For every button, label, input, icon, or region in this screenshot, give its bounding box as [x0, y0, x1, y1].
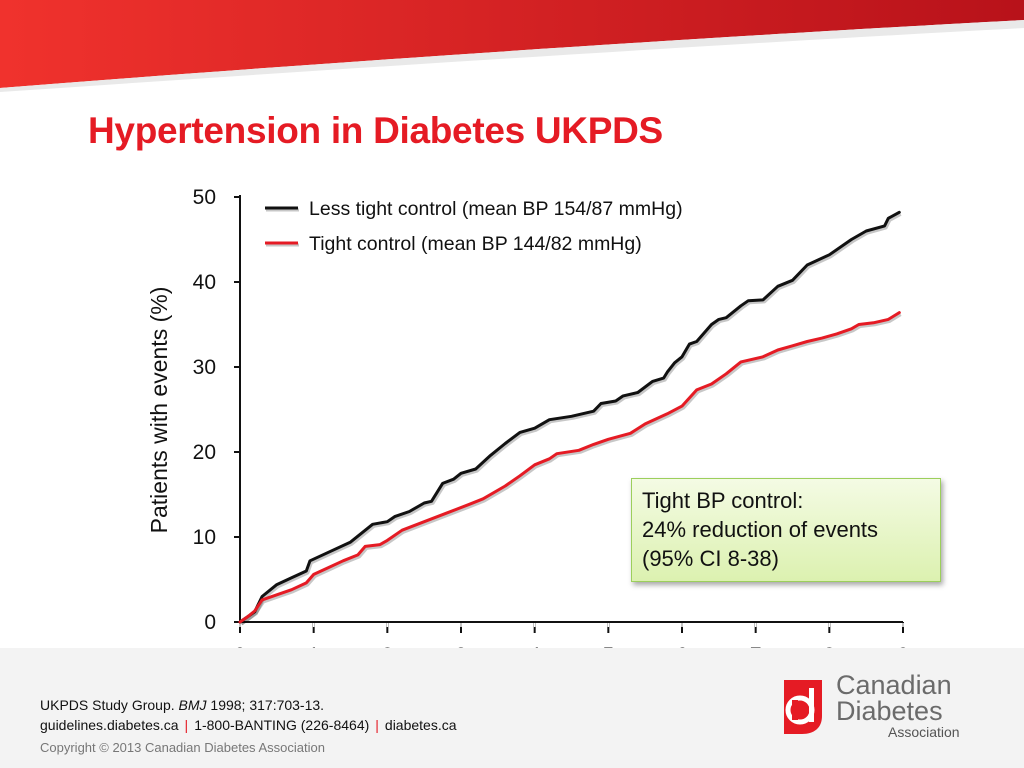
- contact-line: guidelines.diabetes.ca | 1-800-BANTING (22…: [40, 717, 457, 733]
- y-tick-label: 30: [193, 356, 216, 379]
- footer-band: [0, 648, 1024, 768]
- chart-series: [238, 210, 902, 626]
- guidelines-link[interactable]: guidelines.diabetes.ca: [40, 717, 179, 733]
- separator: |: [184, 717, 189, 733]
- citation: UKPDS Study Group. BMJ 1998; 317:703-13.: [40, 697, 324, 713]
- cda-logo-mark-icon: [784, 680, 822, 734]
- series-line-1: [238, 210, 901, 624]
- logo-line-2: Diabetes: [836, 696, 943, 726]
- phone-number: 1-800-BANTING (226-8464): [194, 717, 370, 733]
- y-tick-label: 0: [204, 611, 216, 634]
- line-chart: 010203040500123456789Years from randomiz…: [146, 186, 909, 693]
- series-line-shadow: [240, 313, 902, 626]
- y-tick-label: 40: [193, 271, 216, 294]
- legend-label: Less tight control (mean BP 154/87 mmHg): [309, 198, 683, 220]
- y-tick-label: 50: [193, 186, 216, 209]
- reduction-callout-box: Tight BP control: 24% reduction of event…: [631, 478, 941, 582]
- y-axis-label: Patients with events (%): [146, 287, 172, 534]
- cda-logo-text: Canadian Diabetes Association: [836, 670, 976, 741]
- logo-line-1: Canadian: [836, 670, 952, 700]
- callout-line-3: (95% CI 8-38): [642, 546, 779, 571]
- legend-label: Tight control (mean BP 144/82 mmHg): [309, 233, 642, 255]
- chart-axes: 010203040500123456789Years from randomiz…: [146, 186, 909, 693]
- separator: |: [375, 717, 379, 733]
- callout-line-2: 24% reduction of events: [642, 517, 879, 542]
- callout-line-1: Tight BP control:: [642, 488, 804, 513]
- cda-logo: Canadian Diabetes Association: [778, 672, 978, 746]
- series-line-2: [238, 311, 901, 624]
- page-title: Hypertension in Diabetes UKPDS: [88, 110, 663, 151]
- series-line-shadow: [240, 212, 902, 626]
- citation-details: 1998; 317:703-13.: [210, 697, 325, 713]
- y-tick-label: 10: [193, 526, 216, 549]
- header-band: [0, 0, 1024, 92]
- chart-legend: Less tight control (mean BP 154/87 mmHg)…: [265, 198, 683, 255]
- logo-line-3: Association: [888, 724, 960, 740]
- y-tick-label: 20: [193, 441, 216, 464]
- citation-authors: UKPDS Study Group.: [40, 697, 179, 713]
- copyright: Copyright © 2013 Canadian Diabetes Assoc…: [40, 740, 325, 755]
- citation-journal: BMJ: [178, 697, 211, 713]
- diabetes-site-link[interactable]: diabetes.ca: [384, 717, 457, 733]
